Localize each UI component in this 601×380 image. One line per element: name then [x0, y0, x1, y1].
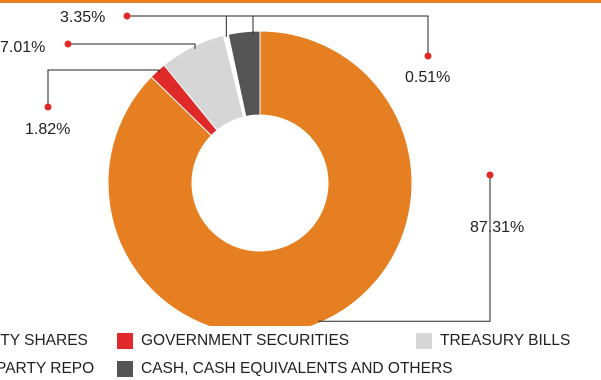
- slice-equity-shares: [107, 30, 413, 326]
- leader-line-equity-shares: [318, 175, 491, 322]
- legend-item-equity-shares: ITY SHARES: [0, 332, 88, 350]
- leader-dot-treasury-bills: [64, 40, 72, 48]
- legend-label-treasury-bills: TREASURY BILLS: [440, 332, 571, 349]
- leader-line-government-securities: [47, 69, 160, 107]
- donut-slices: [107, 30, 413, 326]
- leader-line-treasury-bills: [68, 43, 196, 49]
- legend-item-treasury-bills: TREASURY BILLS: [416, 332, 570, 350]
- leader-line-cash-cash-equivalents-and-others: [127, 15, 254, 34]
- donut-chart: 87.31% 1.82% 7.01% 0.51% 3.35%: [0, 9, 524, 326]
- leader-dot-equity-shares: [486, 171, 494, 179]
- legend-label-tri-party-repo: PARTY REPO: [0, 360, 95, 377]
- leader-dot-government-securities: [44, 103, 52, 111]
- legend-item-tri-party-repo: PARTY REPO: [0, 360, 94, 378]
- data-label-government-securities: 1.82%: [25, 121, 70, 138]
- legend-label-government-securities: GOVERNMENT SECURITIES: [141, 332, 350, 349]
- data-label-cash-cash-equivalents-and-others: 3.35%: [60, 9, 105, 26]
- legend-item-cash-equivalents: CASH, CASH EQUIVALENTS AND OTHERS: [117, 360, 453, 378]
- top-accent-rule: [0, 0, 601, 3]
- leader-dot-tri-party-repo: [424, 52, 432, 60]
- leader-lines: [44, 12, 494, 322]
- leader-dot-cash-cash-equivalents-and-others: [123, 12, 131, 20]
- data-label-treasury-bills: 7.01%: [0, 39, 45, 56]
- data-labels: 87.31% 1.82% 7.01% 0.51% 3.35%: [0, 9, 524, 236]
- data-label-equity-shares: 87.31%: [470, 219, 524, 236]
- legend-swatch-government-securities: [117, 333, 133, 349]
- legend-swatch-treasury-bills: [416, 333, 432, 349]
- leader-line-tri-party-repo: [225, 15, 429, 56]
- legend-item-government-securities: GOVERNMENT SECURITIES: [117, 332, 349, 350]
- data-label-tri-party-repo: 0.51%: [405, 69, 450, 86]
- legend-label-equity-shares: ITY SHARES: [0, 332, 88, 349]
- legend-label-cash-equivalents: CASH, CASH EQUIVALENTS AND OTHERS: [141, 360, 453, 377]
- slice-cash-cash-equivalents-and-others: [227, 30, 261, 118]
- legend: ITY SHARES GOVERNMENT SECURITIES TREASUR…: [0, 326, 601, 380]
- legend-swatch-cash-equivalents: [117, 361, 133, 377]
